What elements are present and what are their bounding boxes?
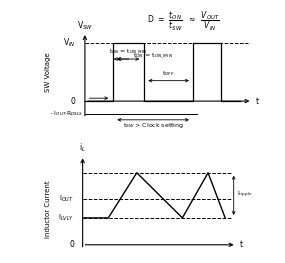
Text: Inductor Current: Inductor Current (45, 180, 52, 237)
Text: 0: 0 (69, 240, 74, 249)
Text: - I$_{OUT}$·R$_{DSLS}$: - I$_{OUT}$·R$_{DSLS}$ (50, 109, 83, 118)
Text: t: t (255, 97, 258, 106)
Text: SW Voltage: SW Voltage (45, 52, 51, 92)
Text: t$_{SW}$ > Clock setting: t$_{SW}$ > Clock setting (123, 121, 184, 130)
Text: t: t (239, 240, 243, 249)
Text: t$_{ON}$ = t$_{ON\_MIN}$: t$_{ON}$ = t$_{ON\_MIN}$ (133, 51, 173, 60)
Text: t$_{ON}$ = t$_{ON\_MIN}$: t$_{ON}$ = t$_{ON\_MIN}$ (109, 47, 148, 56)
Text: i$_L$: i$_L$ (79, 141, 86, 154)
Text: I$_{LVLY}$: I$_{LVLY}$ (58, 213, 74, 223)
Text: 0: 0 (71, 97, 76, 106)
Text: I$_{ripple}$: I$_{ripple}$ (237, 190, 252, 200)
Text: V$_{SW}$: V$_{SW}$ (77, 19, 93, 32)
Text: I$_{OUT}$: I$_{OUT}$ (59, 194, 74, 204)
Text: D  =  $\dfrac{t_{ON}}{t_{SW}}$  $\approx$  $\dfrac{V_{OUT}}{V_{IN}}$: D = $\dfrac{t_{ON}}{t_{SW}}$ $\approx$ $… (147, 9, 220, 33)
Text: t$_{OFF}$: t$_{OFF}$ (162, 69, 175, 78)
Text: V$_{IN}$: V$_{IN}$ (63, 36, 76, 49)
